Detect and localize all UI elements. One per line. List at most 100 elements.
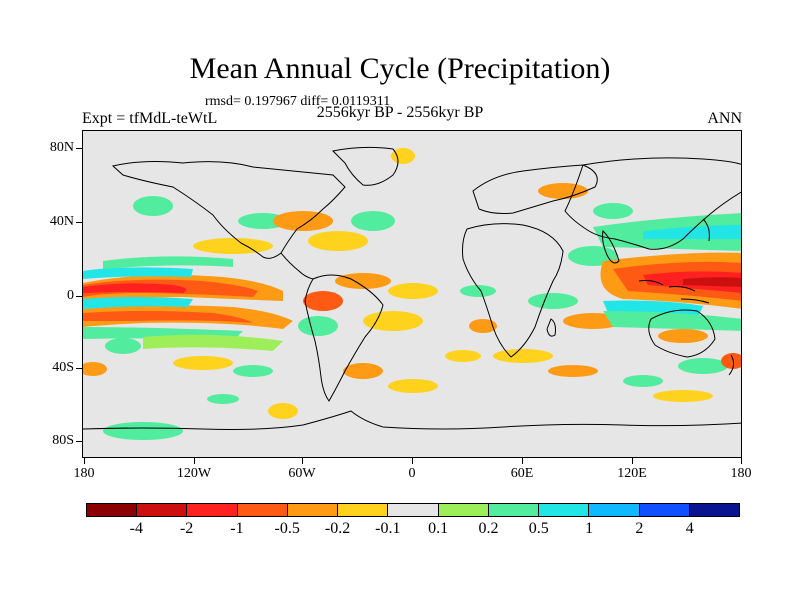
coastline-europe xyxy=(472,164,598,214)
map-plot-area xyxy=(82,130,742,458)
coastline-north-america xyxy=(111,161,346,259)
anomaly-region-orange xyxy=(548,365,598,377)
coastline-central-america xyxy=(280,252,314,280)
coastline-antarctica xyxy=(83,410,741,430)
colorbar-box xyxy=(287,504,339,516)
colorbar-label: 1 xyxy=(585,520,594,537)
anomaly-region-green xyxy=(603,311,741,331)
anomaly-region-yellow xyxy=(193,238,273,254)
anomaly-region-green xyxy=(105,338,141,354)
colorbar-label: -4 xyxy=(129,520,143,537)
anomaly-region-green xyxy=(623,375,663,387)
coastline-africa xyxy=(462,223,564,358)
anomaly-region-green xyxy=(233,365,273,377)
coastline-india xyxy=(602,229,620,264)
anomaly-region-yellow xyxy=(493,349,553,363)
colorbar-label: 0.1 xyxy=(428,520,449,537)
lat-label-0: 0 xyxy=(67,288,74,303)
lon-label-60w: 60W xyxy=(288,466,316,481)
anomaly-region-yellow xyxy=(388,379,438,393)
anomaly-region-green xyxy=(298,316,338,336)
anomaly-region-yellow xyxy=(388,283,438,299)
colorbar-box xyxy=(438,504,489,516)
anomaly-region-red-orange xyxy=(83,311,253,323)
anomaly-region-yellow xyxy=(445,350,481,362)
anomaly-region-lightgreen xyxy=(143,334,283,351)
anomaly-region-orange xyxy=(273,211,333,231)
lat-tick xyxy=(76,148,82,149)
lon-label-120e: 120E xyxy=(617,466,647,481)
colorbar-box xyxy=(187,504,238,516)
anomaly-region-green xyxy=(103,256,233,269)
lon-tick xyxy=(84,458,85,464)
anomaly-region-green xyxy=(351,211,395,231)
coastline-new-zealand xyxy=(728,354,735,376)
anomaly-region-cyan xyxy=(83,297,193,309)
anomaly-region-green xyxy=(103,422,183,440)
anomaly-region-orange xyxy=(538,183,588,199)
anomaly-map xyxy=(83,146,741,440)
colorbar-label: -0.5 xyxy=(274,520,300,537)
anomaly-region-green xyxy=(207,394,239,404)
coastline-australia xyxy=(648,309,716,358)
coastline-japan xyxy=(702,218,710,242)
anomaly-region-orange xyxy=(658,329,708,343)
plot-title: Mean Annual Cycle (Precipitation) xyxy=(189,52,611,85)
anomaly-region-green xyxy=(460,285,496,297)
colorbar-box xyxy=(338,504,389,516)
colorbar-label: 0.5 xyxy=(528,520,549,537)
colorbar-label: 2 xyxy=(635,520,644,537)
anomaly-region-green xyxy=(238,213,288,229)
lon-tick xyxy=(302,458,303,464)
coastline-south-america xyxy=(304,274,384,402)
anomaly-region-green xyxy=(678,358,728,374)
anomaly-region-orange xyxy=(469,319,497,333)
period-label: 2556kyr BP - 2556kyr BP xyxy=(316,104,484,121)
lat-label-40s: 40S xyxy=(52,360,74,375)
anomaly-region-orange xyxy=(343,363,383,379)
coastline-greenland xyxy=(331,146,399,186)
coastlines xyxy=(83,146,741,430)
coastline-indonesia xyxy=(638,280,710,304)
lat-label-80n: 80N xyxy=(49,140,74,155)
lon-label-120w: 120W xyxy=(176,466,212,481)
anomaly-region-cyan xyxy=(643,225,741,240)
lon-tick xyxy=(194,458,195,464)
anomaly-region-yellow xyxy=(173,356,233,370)
anomaly-region-yellow xyxy=(363,311,423,331)
anomaly-region-yellow xyxy=(391,148,415,164)
anomaly-region-red xyxy=(83,283,187,293)
anomaly-region-yellow xyxy=(308,231,368,251)
lon-tick xyxy=(632,458,633,464)
anomaly-region-orange xyxy=(303,291,343,311)
lat-tick xyxy=(76,296,82,297)
lat-tick xyxy=(76,368,82,369)
rmsd-diff-stats: rmsd= 0.197967 diff= 0.0119311 xyxy=(205,94,391,109)
colorbar-box xyxy=(237,504,288,516)
colorbar-label: -2 xyxy=(179,520,194,537)
experiment-label: Expt = tfMdL-teWtL xyxy=(82,110,218,127)
colorbar-box xyxy=(488,504,540,516)
coastline-madagascar xyxy=(546,318,556,337)
colorbar-label: 4 xyxy=(685,520,694,537)
anomaly-region-orange xyxy=(721,353,741,369)
coastline-asia xyxy=(564,157,741,250)
colorbar-box xyxy=(137,504,188,516)
lon-label-180e: 180 xyxy=(730,466,752,481)
colorbar-label: 0.2 xyxy=(478,520,499,537)
lat-tick xyxy=(76,441,82,442)
anomaly-region-yellow xyxy=(653,390,713,402)
anomaly-region-orange xyxy=(335,273,391,289)
colorbar-box xyxy=(388,504,439,516)
anomaly-region-yellow xyxy=(268,403,298,419)
lat-label-80s: 80S xyxy=(52,433,74,448)
colorbar-box xyxy=(87,504,138,516)
lat-label-40n: 40N xyxy=(49,214,74,229)
colorbar-label: -0.1 xyxy=(375,520,401,537)
anomaly-region-green xyxy=(133,196,173,216)
colorbar-label: -1 xyxy=(230,520,244,537)
lon-tick xyxy=(412,458,413,464)
anomaly-region-cyan xyxy=(83,267,193,279)
anomaly-region-darkred xyxy=(683,277,741,287)
colorbar-box xyxy=(539,504,590,516)
